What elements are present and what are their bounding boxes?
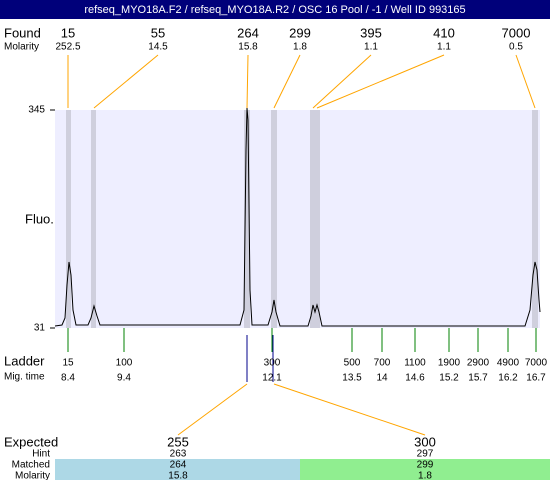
plot-area [55,110,540,328]
trace [54,107,541,327]
found-molarity: 1.8 [293,42,307,53]
found-size: 395 [360,25,382,40]
found-molarity: 1.1 [437,42,451,53]
ladder-size: 2900 [467,358,490,369]
ladder-size: 100 [116,358,133,369]
found-molarity: 1.1 [364,42,378,53]
expected-matched: 264 [170,460,187,471]
ladder-size: 300 [264,358,281,369]
y-tick-label: 345 [28,105,45,116]
mig-time: 9.4 [117,373,131,384]
y-label: Fluo. [25,211,54,226]
ladder-label: Ladder [4,353,45,368]
mig-time: 15.2 [439,373,459,384]
ladder-size: 1900 [438,358,461,369]
mig-time: 13.5 [342,373,362,384]
expected-matched: 299 [417,460,434,471]
molarity-label: Molarity [4,42,39,53]
found-size: 410 [433,25,455,40]
found-connector [316,54,445,109]
found-connector [312,54,372,109]
expected-molarity: 1.8 [418,471,432,480]
ladder-size: 700 [374,358,391,369]
connector [273,383,426,436]
mig-time: 8.4 [61,373,75,384]
found-connector [93,54,159,109]
expected-molarity: 15.8 [168,471,188,480]
matched-label: Matched [12,460,50,471]
found-molarity: 252.5 [55,42,80,53]
expected-molarity-label: Molarity [15,471,50,480]
y-tick-label: 31 [34,323,46,334]
mig-time: 12.1 [262,373,282,384]
found-size: 264 [237,25,259,40]
matched-bar-1 [55,459,300,480]
mig-time: 14.6 [405,373,425,384]
expected-size: 300 [414,434,436,449]
mig-label: Mig. time [4,372,45,383]
found-molarity: 0.5 [509,42,523,53]
found-molarity: 15.8 [238,42,258,53]
ladder-size: 1100 [404,358,426,369]
peak-bands [66,110,538,328]
found-label: Found [4,25,41,40]
expected-size: 255 [167,434,189,449]
expected-label: Expected [4,434,58,449]
found-size: 299 [289,25,311,40]
found-size: 7000 [502,25,531,40]
matched-bar-2 [300,459,550,480]
title-bar [0,0,550,19]
expected-hint: 297 [417,449,434,460]
ladder-size: 15 [62,358,74,369]
hint-label: Hint [32,449,50,460]
ladder-size: 500 [344,358,361,369]
found-connector [515,54,536,109]
mig-time: 16.2 [498,373,518,384]
mig-time: 16.7 [526,373,546,384]
mig-time: 15.7 [468,373,488,384]
mig-time: 14 [376,373,388,384]
ladder-size: 7000 [525,358,548,369]
found-size: 15 [61,25,75,40]
expected-hint: 263 [170,449,187,460]
found-size: 55 [151,25,165,40]
found-connector [246,54,249,109]
connector [177,383,248,436]
found-connector [273,54,301,109]
ladder-size: 4900 [497,358,520,369]
found-molarity: 14.5 [148,42,168,53]
title: refseq_MYO18A.F2 / refseq_MYO18A.R2 / OS… [84,4,465,16]
